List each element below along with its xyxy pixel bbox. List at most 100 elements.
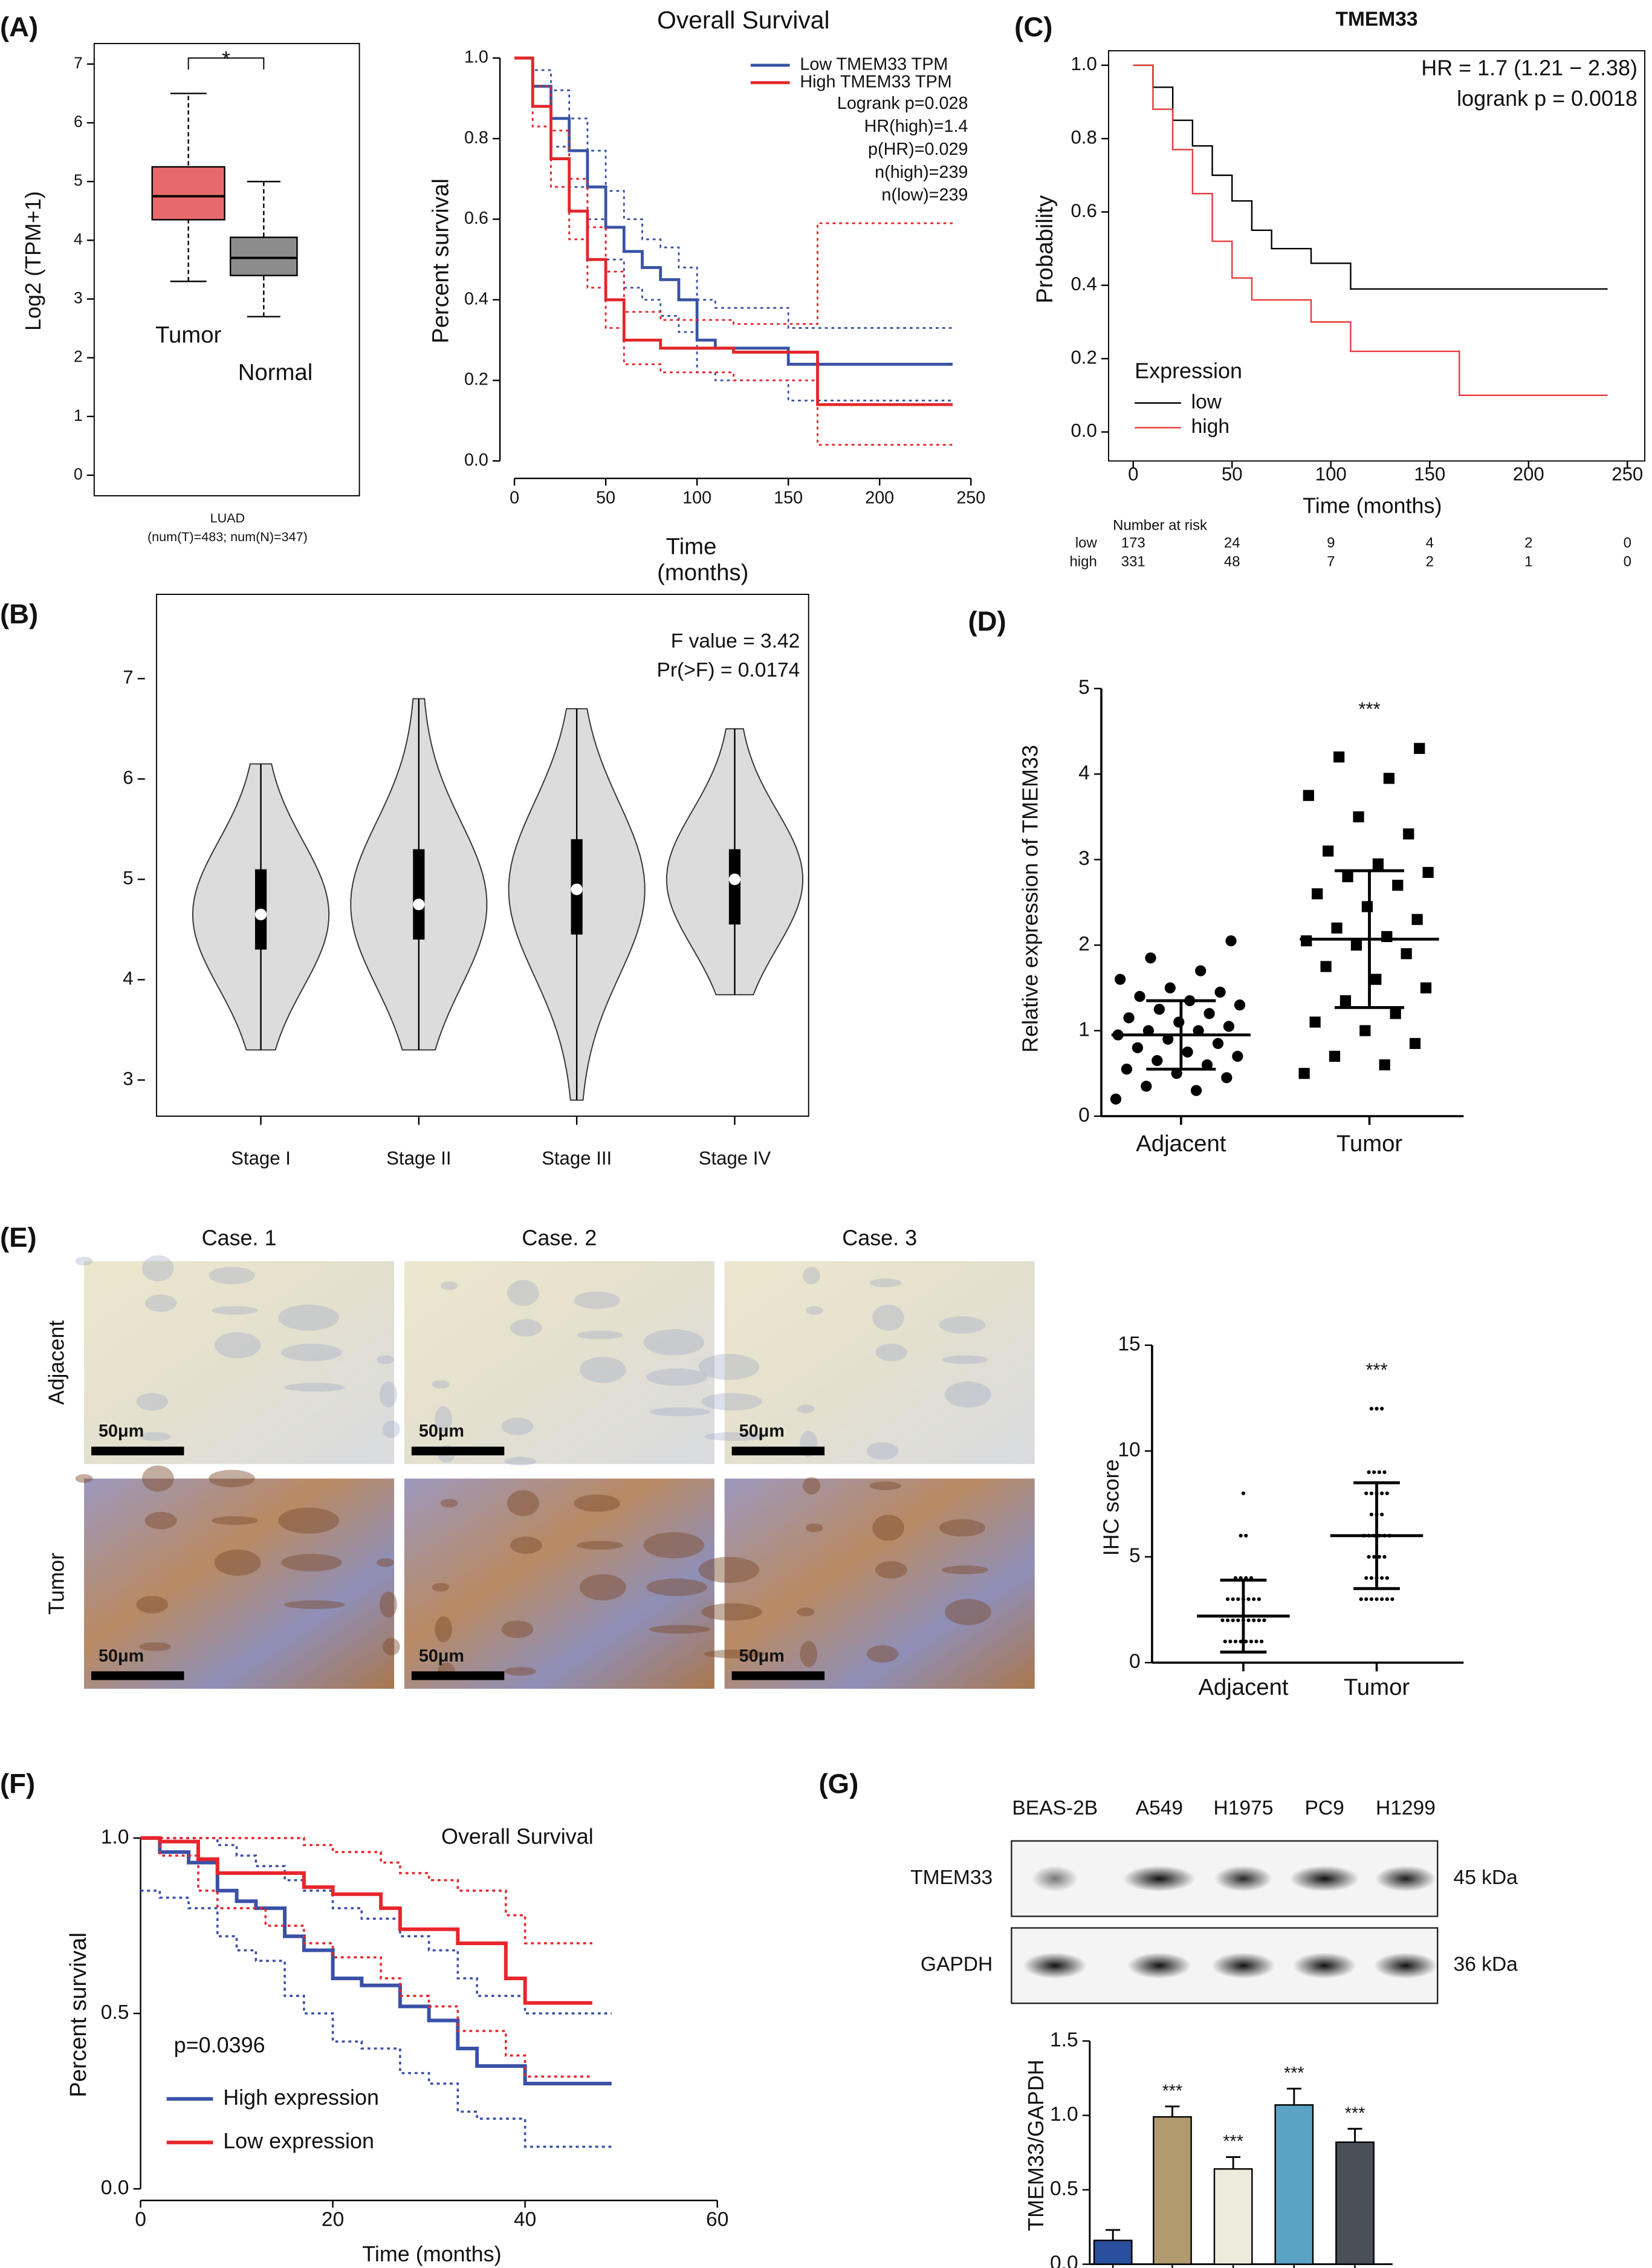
tissue-texture: [701, 1392, 763, 1411]
tissue-texture: [649, 1625, 710, 1634]
tissue-texture: [278, 1507, 339, 1534]
y-tick-label: 0.6: [464, 209, 488, 228]
annotation: HR(high)=1.4: [864, 117, 968, 136]
tissue-texture: [803, 1267, 820, 1285]
blot-band: [1211, 1952, 1275, 1979]
x-tick-label: Tumor: [1336, 1131, 1403, 1157]
annotation: HR = 1.7 (1.21 − 2.38): [1421, 56, 1637, 80]
y-axis-label: Percent survival: [427, 178, 453, 343]
tissue-texture: [382, 1420, 400, 1438]
y-tick-label: 0.2: [1071, 346, 1096, 368]
blot-frame: [1011, 1840, 1439, 1917]
column-header: Case. 3: [842, 1225, 917, 1250]
tissue-texture: [574, 1494, 621, 1512]
scale-bar: [731, 1446, 825, 1455]
size-label: 45 kDa: [1454, 1867, 1518, 1889]
data-point: [1152, 1054, 1163, 1067]
tissue-texture: [212, 1516, 258, 1526]
data-point: [1367, 1555, 1371, 1559]
x-axis-label: Time: [666, 533, 717, 559]
data-point: [1249, 1639, 1254, 1643]
tissue-texture: [704, 1649, 765, 1659]
tissue-texture: [283, 1600, 345, 1610]
plot-frame: [93, 43, 360, 496]
tissue-texture: [377, 1558, 395, 1567]
data-point: [1303, 790, 1314, 801]
significance: ***: [1162, 2081, 1183, 2101]
tissue-texture: [698, 1556, 760, 1583]
tissue-texture: [380, 1381, 397, 1408]
x-tick-label: 200: [1513, 464, 1544, 485]
data-point: [1239, 1639, 1243, 1643]
risk-value: 24: [1224, 535, 1240, 551]
data-point: [1231, 1597, 1235, 1601]
significance-bracket: [187, 57, 265, 70]
lane-label: BEAS-2B: [1012, 1797, 1098, 1819]
data-point: [1369, 1406, 1373, 1411]
data-point: [1162, 1033, 1174, 1045]
tissue-texture: [440, 1498, 458, 1508]
y-tick-label: 4: [1078, 762, 1090, 784]
data-point: [1201, 1059, 1213, 1071]
data-point: [1236, 1618, 1240, 1622]
panel-label: (C): [1014, 11, 1052, 42]
y-tick-label: 1.0: [101, 1826, 129, 1848]
chart-title: Overall Survival: [441, 1824, 594, 1848]
bar: [1153, 2116, 1192, 2265]
y-tick-label: 3: [123, 1068, 133, 1089]
data-point: [1372, 858, 1384, 869]
data-point: [1403, 828, 1414, 840]
tissue-texture: [577, 1330, 623, 1340]
risk-value: 173: [1121, 535, 1145, 551]
y-tick-label: 4: [74, 230, 83, 248]
x-tick-label: 50: [596, 488, 615, 507]
tissue-texture: [577, 1541, 623, 1550]
tissue-texture: [75, 1256, 93, 1266]
data-point: [1385, 1597, 1389, 1601]
data-point: [1173, 1016, 1185, 1028]
tissue-texture: [504, 1457, 537, 1466]
data-point: [1203, 1008, 1215, 1019]
category-label: Tumor: [155, 322, 222, 348]
tissue-texture: [872, 1304, 904, 1331]
micrograph: [84, 1261, 395, 1464]
x-tick-label: 150: [774, 488, 803, 507]
risk-value: 331: [1121, 554, 1145, 570]
data-point: [1225, 1618, 1230, 1622]
violin-median: [413, 898, 425, 911]
data-point: [1323, 845, 1334, 857]
data-point: [1145, 952, 1156, 964]
data-point: [1380, 1576, 1384, 1580]
confidence-band: [140, 1837, 592, 1945]
y-tick-label: 3: [74, 288, 83, 307]
tissue-texture: [283, 1383, 345, 1392]
scale-bar-label: 50μm: [419, 1646, 464, 1666]
data-point: [1241, 1491, 1246, 1495]
tissue-texture: [869, 1278, 902, 1287]
data-point: [1223, 1021, 1235, 1032]
data-point: [1220, 1618, 1225, 1622]
y-tick-label: 5: [1078, 677, 1090, 699]
tissue-texture: [432, 1380, 450, 1389]
tissue-texture: [939, 1519, 986, 1537]
y-tick-label: 7: [74, 54, 83, 72]
data-point: [1375, 1406, 1379, 1411]
annotation: p(HR)=0.029: [868, 140, 968, 159]
annotation: logrank p = 0.0018: [1457, 86, 1637, 111]
tissue-texture: [649, 1407, 710, 1417]
legend-label: Low expression: [223, 2128, 374, 2153]
risk-row-label: low: [1075, 535, 1098, 551]
micrograph: [84, 1478, 395, 1689]
data-point: [1171, 1068, 1182, 1079]
data-point: [1364, 1576, 1369, 1580]
data-point: [1333, 751, 1345, 763]
tissue-texture: [869, 1481, 902, 1490]
scale-bar: [91, 1671, 184, 1680]
box: [151, 166, 225, 221]
tissue-texture: [141, 1465, 174, 1492]
data-point: [1372, 1555, 1376, 1559]
x-tick-label: 50: [1222, 464, 1243, 485]
blot-band: [1127, 1952, 1191, 1979]
y-tick-label: 0.2: [464, 370, 488, 389]
x-tick-label: 200: [865, 488, 894, 507]
